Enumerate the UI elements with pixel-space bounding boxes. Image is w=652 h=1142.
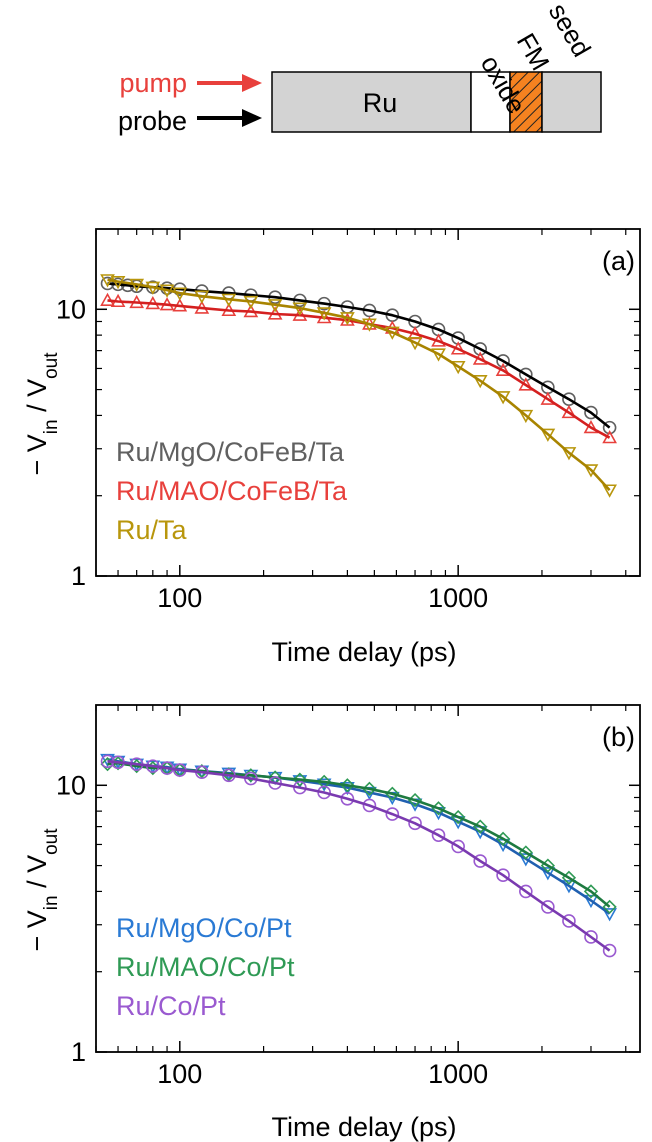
data-point [221, 767, 236, 782]
y-tick-label: 1 [71, 561, 86, 591]
panel-a-ylabel: − Vin / Vout [22, 352, 62, 476]
probe-arrowhead [242, 109, 262, 127]
data-point [340, 778, 355, 793]
layer-schematic: pump probe Ru oxide FM seed [118, 0, 602, 136]
data-point [602, 484, 617, 498]
probe-label: probe [118, 106, 187, 136]
data-point [584, 405, 598, 420]
data-point [519, 884, 533, 899]
series-0 [100, 753, 617, 922]
legend-entry: Ru/MAO/Co/Pt [116, 952, 295, 982]
data-point [495, 391, 511, 405]
data-point [496, 354, 510, 368]
data-point [385, 807, 400, 821]
data-point [340, 791, 355, 806]
series-2 [100, 274, 617, 498]
data-point [584, 930, 598, 944]
data-point [362, 781, 377, 796]
data-point [583, 464, 599, 478]
legend-entry: Ru/MAO/CoFeB/Ta [116, 476, 348, 506]
data-point [541, 900, 555, 914]
fit-line [107, 278, 611, 491]
data-point [540, 428, 556, 442]
panel-a-xlabel: Time delay (ps) [271, 637, 456, 667]
panel-a: 100 1000 1 10 Ru/MgO/CoFeB/Ta Ru/MAO/CoFeB/Ta… [22, 228, 641, 667]
data-point [431, 828, 446, 842]
y-tick-label: 1 [71, 1037, 86, 1067]
data-point [473, 342, 488, 356]
fm-layer-label: FM [511, 28, 556, 76]
fit-line [107, 758, 611, 915]
data-point [561, 447, 577, 461]
data-point [602, 420, 617, 435]
legend-entry: Ru/MgO/CoFeB/Ta [116, 437, 345, 467]
x-tick-label: 100 [157, 1059, 202, 1089]
data-point [451, 839, 465, 854]
y-tick-label: 10 [56, 294, 86, 324]
ru-layer-label: Ru [363, 88, 398, 118]
pump-label: pump [119, 68, 187, 98]
fm-layer [509, 71, 543, 133]
data-point [473, 854, 488, 868]
panel-b: 100 1000 1 10 Ru/MgO/Co/Pt Ru/MAO/Co/Pt Ru/Co/… [22, 704, 641, 1142]
plot-frame [95, 228, 641, 577]
data-point [518, 409, 534, 424]
seed-layer [541, 71, 602, 133]
ru-layer [271, 71, 472, 133]
x-tick-label: 100 [157, 583, 202, 613]
data-point [317, 774, 332, 789]
legend-entry: Ru/Ta [116, 515, 188, 545]
data-point [496, 868, 510, 883]
pump-arrowhead [242, 74, 262, 92]
series-1 [100, 292, 617, 444]
y-tick-label: 10 [56, 770, 86, 800]
panel-b-ylabel: − Vin / Vout [22, 828, 62, 952]
data-point [408, 816, 422, 831]
x-tick-label: 1000 [428, 583, 488, 613]
data-point [194, 764, 209, 779]
series-2 [100, 754, 617, 958]
data-point [562, 914, 576, 928]
panel-b-xlabel: Time delay (ps) [271, 1112, 456, 1142]
plot-frame [95, 704, 641, 1053]
data-point [362, 798, 377, 813]
legend-entry: Ru/Co/Pt [116, 991, 226, 1021]
data-point [292, 772, 308, 787]
panel-a-label: (a) [602, 246, 635, 276]
fit-line [107, 761, 611, 908]
panel-b-label: (b) [602, 722, 635, 752]
fit-line [107, 299, 611, 439]
fit-line [107, 760, 611, 952]
legend-entry: Ru/MgO/Co/Pt [116, 913, 292, 943]
data-point [602, 943, 617, 958]
data-point [602, 908, 617, 922]
x-tick-label: 1000 [428, 1059, 488, 1089]
series-1 [100, 756, 617, 915]
